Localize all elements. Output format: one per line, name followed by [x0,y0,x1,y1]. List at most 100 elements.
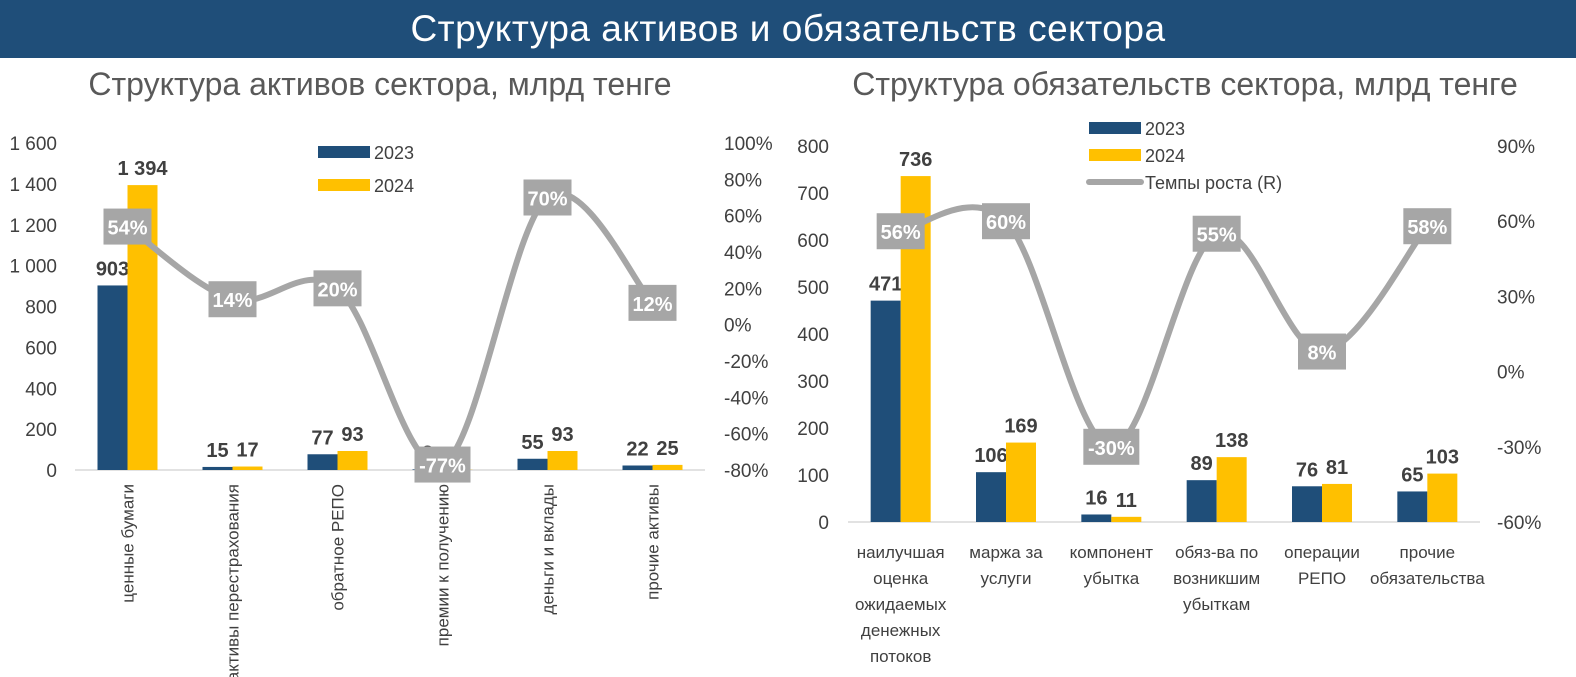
liab-y2-tick-label: 90% [1497,137,1535,158]
assets-bar-2024 [337,450,368,470]
assets-y2-tick-label: 20% [724,279,762,300]
liab-bar-2023 [1186,480,1217,522]
assets-y2-tick-label: 0% [724,316,752,337]
liab-bar-value-label: 103 [1426,447,1459,469]
liab-bar-value-label: 89 [1191,453,1213,475]
liab-bar-value-label: 76 [1296,459,1318,481]
liab-bar-2023 [1397,491,1428,522]
liab-y-tick-label: 400 [797,325,829,346]
assets-legend-label: 2023 [374,143,414,163]
liab-y-tick-label: 100 [797,466,829,487]
liab-growth-label-box [982,203,1030,240]
assets-bar-2023 [202,466,233,470]
assets-y-tick-label: 400 [25,379,57,400]
liab-y-tick-label: 200 [797,419,829,440]
assets-bar-value-label: 55 [521,432,543,454]
assets-growth-label: 20% [317,279,357,301]
assets-bar-value-label: 77 [311,427,333,449]
assets-growth-label: 70% [527,189,567,211]
liab-legend-label: 2024 [1145,146,1185,166]
assets-y-tick-label: 1 600 [9,134,57,155]
liab-growth-line [897,204,1431,450]
liab-y2-tick-label: 60% [1497,212,1535,233]
liab-bar-2024 [1216,457,1247,522]
assets-y-tick-label: 200 [25,420,57,441]
liab-y-tick-label: 500 [797,278,829,299]
liab-growth-label: 60% [986,212,1026,234]
assets-chart: 0 200 400 600 800 1 000 1 200 1 400 1 600 -80% -60… [9,134,773,677]
assets-bar-2024 [232,466,263,470]
liab-growth-label: 55% [1197,225,1237,247]
liab-growth-label-box [1298,333,1346,370]
assets-category-label: ценные бумаги [119,484,138,603]
liab-category-label: наилучшая оценка ожидаемых денежных потоков [855,543,947,666]
liab-growth-label-box [1192,215,1241,252]
liab-legend-label: Темпы роста (R) [1145,173,1282,193]
liab-bar-2024 [1006,442,1036,522]
assets-bar-value-label: 93 [341,424,363,446]
assets-bar-value-label: 1 394 [117,158,168,180]
assets-bar-2024 [547,450,578,470]
liab-bar-2023 [976,472,1006,522]
liab-bar-value-label: 106 [974,445,1007,467]
assets-bar-value-label: 17 [236,440,258,462]
liab-y2-tick-label: 30% [1497,287,1535,308]
liab-bar-value-label: 16 [1085,487,1107,509]
liab-y-tick-label: 600 [797,231,829,252]
assets-bar-2023 [307,454,338,470]
assets-growth-label-box [523,179,572,216]
liab-y2-tick-label: -30% [1497,438,1541,459]
liab-growth-label: 8% [1308,343,1337,365]
assets-bar-value-label: 25 [656,438,678,460]
liab-growth-label: -30% [1088,438,1135,460]
liab-bar-value-label: 11 [1116,490,1137,512]
liab-bar-2024 [1322,483,1352,522]
liab-category-label: компонент убытка [1070,543,1154,588]
header-banner: Структура активов и обязательств сектора [0,0,1576,58]
assets-y-tick-label: 0 [46,461,57,482]
liab-y2-tick-label: -60% [1497,513,1541,534]
assets-bar-2023 [97,285,128,470]
assets-y2-tick-label: 40% [724,243,762,264]
assets-bar-value-label: 903 [96,258,129,280]
assets-growth-label: -77% [419,456,466,478]
assets-bar-value-label: 22 [626,439,648,461]
assets-y-tick-label: 800 [25,298,57,319]
assets-category-label: деньги и вклады [539,484,558,614]
liabilities-chart-title: Структура обязательств сектора, млрд тен… [852,66,1518,102]
assets-legend-swatch [318,146,370,158]
assets-growth-label-box [628,284,677,321]
liab-category-label: обяз-ва по возникшим убыткам [1173,543,1260,614]
liab-bar-value-label: 81 [1326,457,1348,479]
assets-category-label: премии к получению [434,484,453,647]
liab-category-label: прочие обязательства [1370,543,1485,588]
assets-y2-tick-label: 80% [724,170,762,191]
assets-growth-label-box [103,208,152,245]
assets-legend-swatch [318,179,370,191]
assets-growth-label: 12% [632,294,672,316]
assets-category-label: активы перестрахования [224,484,243,677]
liab-bar-2023 [1292,486,1322,522]
assets-y2-tick-label: 100% [724,134,773,155]
liab-growth-label-box [1083,428,1140,465]
assets-category-label: прочие активы [644,484,663,600]
liab-y-tick-label: 800 [797,137,829,158]
liab-y-tick-label: 0 [818,513,829,534]
liab-y-tick-label: 700 [797,184,829,205]
assets-growth-label-box [313,270,362,307]
liab-category-label: операции РЕПО [1284,543,1360,588]
assets-legend-label: 2024 [374,176,414,196]
liab-bar-2023 [1081,514,1112,522]
assets-bar-value-label: 93 [551,424,573,446]
assets-bar-2023 [517,458,548,470]
liab-legend-swatch [1089,122,1141,134]
liab-growth-label-box [1403,208,1452,245]
liab-bar-value-label: 471 [869,274,902,296]
liab-growth-label: 56% [881,222,921,244]
liab-category-label: маржа за услуги [969,543,1043,588]
assets-bar-2024 [652,464,683,470]
assets-y-tick-label: 1 400 [9,175,57,196]
liab-bar-value-label: 736 [899,149,932,171]
assets-bar-2023 [622,465,653,470]
